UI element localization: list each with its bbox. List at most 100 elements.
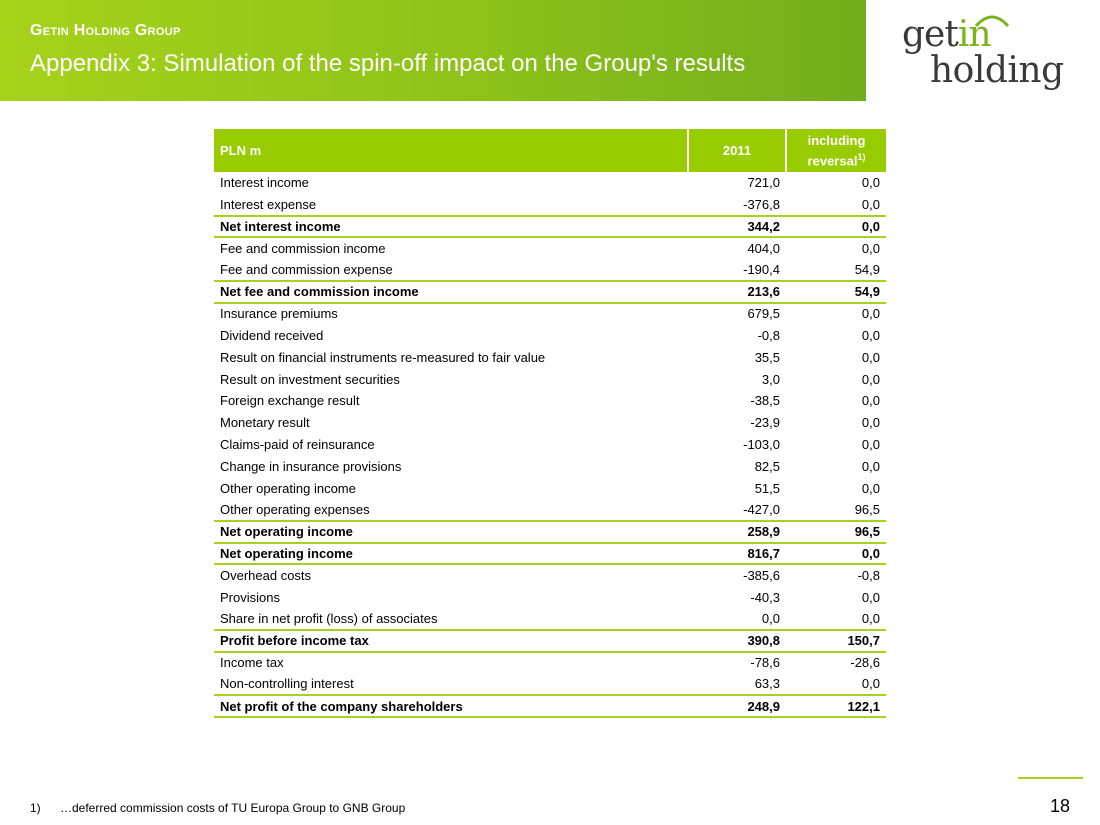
row-value-2011: 3,0 — [761, 371, 780, 387]
row-label: Result on financial instruments re-measu… — [220, 349, 546, 365]
table-row: Insurance premiums 679,5 0,0 — [214, 301, 886, 325]
row-value-2011: 390,8 — [688, 628, 786, 652]
header-band: Getin Holding Group Appendix 3: Simulati… — [0, 0, 866, 101]
row-label: Result on investment securities — [220, 371, 400, 387]
row-value-reversal: 0,0 — [861, 327, 880, 343]
row-label: Other operating income — [220, 480, 356, 496]
results-table-container: PLN m 2011 including reversal1) Interest… — [214, 129, 886, 718]
footnote-text: …deferred commission costs of TU Europa … — [60, 801, 406, 815]
table-row: Income tax -78,6 -28,6 — [214, 650, 886, 674]
table-row: Fee and commission income 404,0 0,0 — [214, 236, 886, 260]
row-value-reversal: 0,0 — [861, 349, 880, 365]
row-label: Fee and commission expense — [220, 262, 393, 278]
table-row: Result on investment securities 3,0 0,0 — [214, 368, 886, 390]
row-value-2011: 344,2 — [688, 214, 786, 238]
row-value-2011: -40,3 — [750, 589, 780, 605]
row-value-2011: -190,4 — [743, 262, 780, 278]
row-value-2011: 213,6 — [688, 279, 786, 303]
results-table: PLN m 2011 including reversal1) Interest… — [214, 129, 886, 718]
table-row: Dividend received -0,8 0,0 — [214, 325, 886, 347]
row-value-reversal: 96,5 — [854, 502, 880, 518]
row-value-reversal: 0,0 — [861, 175, 880, 191]
column-header-pln: PLN m — [214, 129, 689, 172]
table-row: Monetary result -23,9 0,0 — [214, 412, 886, 434]
row-label: Net operating income — [214, 541, 688, 565]
row-label: Non-controlling interest — [220, 676, 354, 692]
row-value-reversal: 0,0 — [861, 676, 880, 692]
row-label: Provisions — [220, 589, 280, 605]
row-value-reversal: -28,6 — [786, 650, 886, 674]
table-header-row: PLN m 2011 including reversal1) — [214, 129, 886, 172]
column-header-reversal: including reversal1) — [786, 129, 886, 172]
table-row: Overhead costs -385,6 -0,8 — [214, 563, 886, 587]
row-value-2011: -376,8 — [743, 196, 780, 212]
row-value-reversal: 0,0 — [861, 589, 880, 605]
footer-accent-line — [1018, 777, 1083, 779]
row-value-reversal: 0,0 — [861, 480, 880, 496]
row-label: Insurance premiums — [214, 301, 688, 325]
table-row: Interest expense -376,8 0,0 — [214, 194, 886, 216]
table-body: Interest income 721,0 0,0 Interest expense -… — [214, 172, 886, 718]
table-row: Interest income 721,0 0,0 — [214, 172, 886, 194]
row-value-2011: 404,0 — [688, 236, 786, 260]
row-value-2011: 679,5 — [688, 301, 786, 325]
row-value-reversal: 0,0 — [861, 371, 880, 387]
row-value-reversal: 122,1 — [786, 694, 886, 718]
row-value-reversal: 96,5 — [786, 519, 886, 543]
row-value-2011: 63,3 — [754, 676, 780, 692]
row-value-2011: 82,5 — [754, 458, 780, 474]
row-value-2011: 35,5 — [754, 349, 780, 365]
row-value-2011: 721,0 — [747, 175, 780, 191]
row-label: Monetary result — [220, 415, 310, 431]
row-label: Interest income — [220, 175, 309, 191]
table-row: Profit before income tax 390,8 150,7 — [214, 628, 886, 652]
row-value-2011: -385,6 — [688, 563, 786, 587]
table-row: Net interest income 344,2 0,0 — [214, 214, 886, 238]
slide-title: Appendix 3: Simulation of the spin-off i… — [30, 50, 746, 77]
table-row: Non-controlling interest 63,3 0,0 — [214, 673, 886, 695]
row-value-reversal: -0,8 — [786, 563, 886, 587]
row-label: Income tax — [214, 650, 688, 674]
footnote: 1) …deferred commission costs of TU Europ… — [30, 801, 405, 815]
row-label: Fee and commission income — [214, 236, 688, 260]
row-label: Dividend received — [220, 327, 324, 343]
table-row: Share in net profit (loss) of associates… — [214, 608, 886, 630]
table-row: Other operating expenses -427,0 96,5 — [214, 499, 886, 521]
row-value-2011: -427,0 — [743, 502, 780, 518]
getin-holding-logo: getin holding — [880, 10, 1080, 95]
row-value-2011: 0,0 — [761, 611, 780, 627]
logo-arc-icon — [974, 15, 1010, 28]
row-value-reversal: 54,9 — [854, 262, 880, 278]
row-value-2011: -78,6 — [688, 650, 786, 674]
logo-text-in: in — [957, 14, 992, 55]
row-value-2011: 258,9 — [688, 519, 786, 543]
row-label: Foreign exchange result — [220, 393, 360, 409]
row-label: Interest expense — [220, 196, 317, 212]
row-label: Profit before income tax — [214, 628, 688, 652]
row-value-2011: 248,9 — [688, 694, 786, 718]
row-label: Net interest income — [214, 214, 688, 238]
table-row: Result on financial instruments re-measu… — [214, 346, 886, 368]
table-row: Net profit of the company shareholders 24… — [214, 694, 886, 718]
page-number: 18 — [1050, 796, 1071, 816]
row-value-reversal: 54,9 — [786, 279, 886, 303]
row-value-reversal: 0,0 — [786, 541, 886, 565]
table-row: Foreign exchange result -38,5 0,0 — [214, 390, 886, 412]
logo-text-get: get — [902, 14, 959, 55]
column-header-2011: 2011 — [688, 129, 787, 172]
row-value-reversal: 0,0 — [861, 196, 880, 212]
table-row: Other operating income 51,5 0,0 — [214, 477, 886, 499]
row-value-reversal: 0,0 — [786, 214, 886, 238]
row-value-2011: -23,9 — [750, 415, 780, 431]
logo-text-get-in: getin — [902, 14, 992, 55]
table-row: Provisions -40,3 0,0 — [214, 586, 886, 608]
row-label: Share in net profit (loss) of associates — [220, 611, 438, 627]
row-value-reversal: 0,0 — [861, 436, 880, 452]
row-label: Claims-paid of reinsurance — [220, 436, 375, 452]
row-value-2011: 51,5 — [754, 480, 780, 496]
row-label: Overhead costs — [214, 563, 688, 587]
row-value-reversal: 150,7 — [786, 628, 886, 652]
group-name: Getin Holding Group — [30, 22, 181, 39]
row-label: Net profit of the company shareholders — [214, 694, 688, 718]
table-row: Fee and commission expense -190,4 54,9 — [214, 259, 886, 281]
